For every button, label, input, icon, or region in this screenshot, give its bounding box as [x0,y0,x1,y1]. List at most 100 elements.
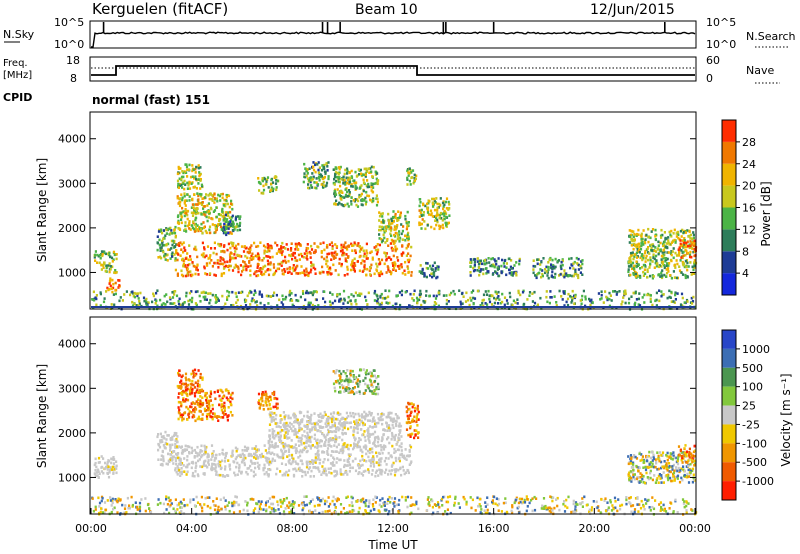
scatter-cell [115,471,118,475]
scatter-cell [649,300,652,303]
scatter-cell [216,390,219,393]
scatter-cell [394,225,397,229]
scatter-cell [681,498,685,501]
scatter-cell [346,495,349,499]
scatter-cell [638,251,641,254]
scatter-cell [406,233,409,237]
scatter-cell [337,173,340,176]
scatter-cell [517,291,520,295]
scatter-cell [172,507,175,511]
scatter-cell [637,242,640,246]
scatter-cell [179,474,182,477]
scatter-cell [379,294,382,298]
scatter-cell [496,296,499,300]
scatter-cell [191,214,195,217]
scatter-cell [504,501,507,505]
scatter-cell [655,259,658,263]
scatter-cell [184,264,187,267]
scatter-cell [606,501,609,504]
scatter-cell [477,262,481,266]
scatter-cell [194,470,197,473]
scatter-cell [285,496,288,500]
scatter-cell [314,509,317,512]
scatter-cell [226,202,230,206]
scatter-cell [262,192,265,195]
scatter-cell [290,253,293,256]
scatter-cell [216,510,219,514]
scatter-cell [412,299,415,302]
scatter-cell [655,264,658,268]
scatter-cell [406,178,409,181]
scatter-cell [508,291,511,295]
scatter-cell [540,260,543,264]
scatter-cell [222,258,225,261]
scatter-cell [279,247,283,250]
scatter-cell [324,499,327,503]
scatter-cell [346,245,349,248]
scatter-cell [358,255,361,259]
scatter-cell [389,222,392,225]
scatter-cell [605,295,608,299]
scatter-cell [173,302,176,305]
scatter-cell [334,193,338,196]
scatter-cell [689,244,692,248]
scatter-cell [385,239,389,242]
scatter-cell [236,228,239,232]
scatter-cell [200,455,203,459]
scatter-cell [213,459,216,462]
scatter-cell [430,213,433,217]
scatter-cell [105,290,108,293]
scatter-cell [308,179,311,182]
scatter-cell [337,498,340,501]
scatter-cell [407,237,410,241]
scatter-cell [217,505,220,509]
scatter-cell [238,465,241,469]
scatter-cell [215,473,218,476]
scatter-cell [198,192,201,196]
scatter-cell [212,450,215,453]
scatter-cell [486,503,489,506]
scatter-cell [200,203,204,206]
scatter-cell [188,451,191,454]
scatter-cell [406,265,409,268]
scatter-cell [365,257,368,260]
scatter-cell [692,231,695,234]
scatter-cell [256,262,259,266]
scatter-cell [302,448,305,452]
scatter-cell [651,228,655,231]
scatter-cell [325,473,328,476]
scatter-cell [156,235,159,238]
scatter-cell [376,243,379,246]
scatter-cell [649,294,652,297]
scatter-cell [267,255,270,258]
scatter-cell [339,503,343,506]
scatter-cell [692,233,695,237]
scatter-cell [131,290,134,294]
scatter-cell [436,206,439,210]
scatter-cell [371,175,374,179]
scatter-cell [172,462,175,465]
scatter-cell [555,301,558,304]
scatter-cell [335,445,338,449]
scatter-cell [286,267,289,271]
scatter-cell [672,256,675,260]
scatter-cell [314,163,317,167]
scatter-cell [182,512,186,515]
scatter-cell [458,289,461,292]
scatter-cell [397,503,400,506]
scatter-cell [672,270,675,273]
scatter-cell [571,289,574,293]
scatter-cell [165,293,168,296]
scatter-cell [693,259,696,262]
scatter-cell [155,291,158,295]
scatter-cell [224,468,227,471]
scatter-cell [435,294,438,298]
scatter-cell [183,301,186,304]
scatter-cell [597,292,600,295]
scatter-cell [193,193,196,196]
scatter-cell [211,194,214,197]
scatter-cell [328,252,331,256]
scatter-cell [246,256,249,260]
scatter-cell [329,502,332,506]
scatter-cell [531,509,534,513]
